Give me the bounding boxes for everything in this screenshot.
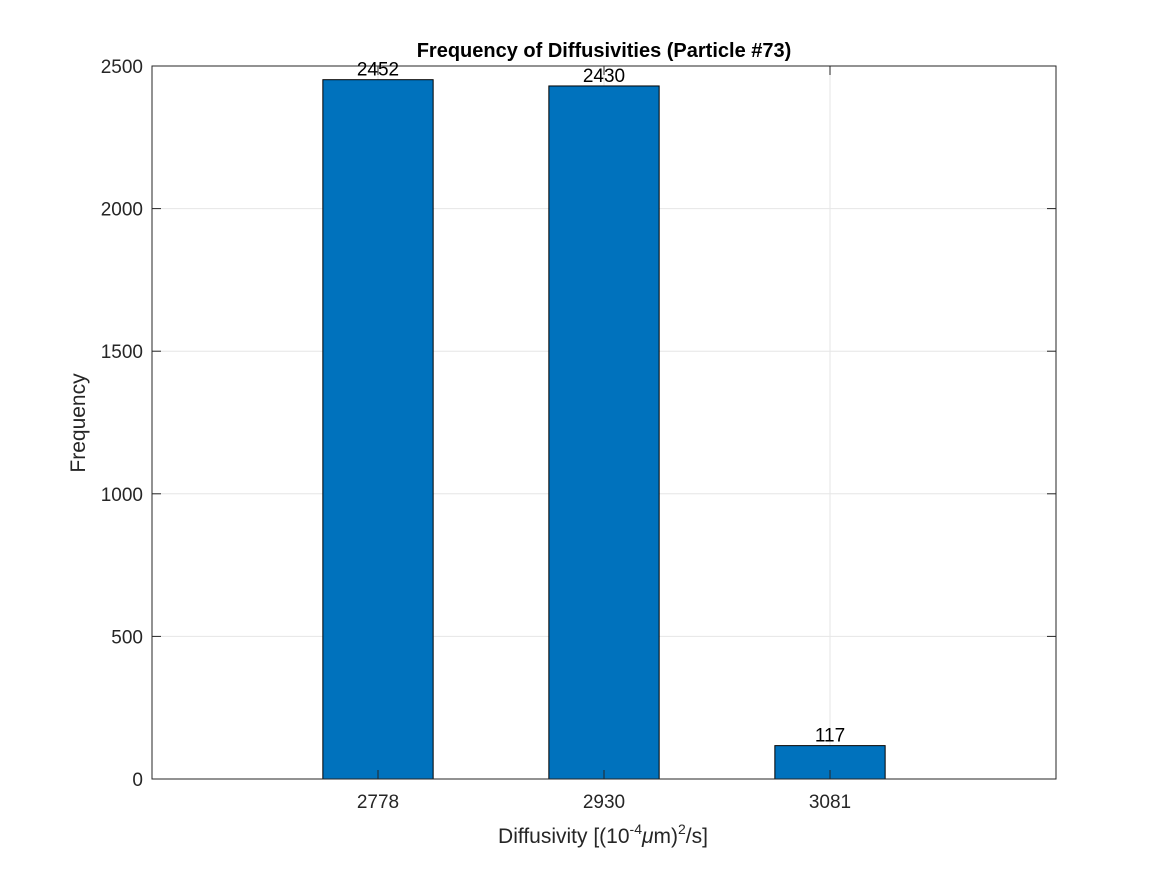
x-tick-label: 3081 xyxy=(809,792,851,813)
x-axis-label: Diffusivity [(10-4μm)2/s] xyxy=(498,821,708,848)
data-labels: 2452 2430 117 xyxy=(357,60,845,747)
y-ticks: 0 500 1000 1500 2000 2500 xyxy=(101,57,1056,791)
x-label-suffix: /s] xyxy=(686,825,708,848)
y-tick-label: 500 xyxy=(111,627,143,648)
x-label-prefix: Diffusivity [(10 xyxy=(498,825,630,848)
x-label-mu: μ xyxy=(641,825,654,848)
y-axis-label: Frequency xyxy=(67,373,90,473)
bar-data-label: 117 xyxy=(815,726,845,747)
bar-data-label: 2452 xyxy=(357,60,399,81)
bar xyxy=(322,79,434,780)
bar-data-label: 2430 xyxy=(583,66,625,87)
x-label-exp1: -4 xyxy=(630,821,643,837)
bar xyxy=(548,85,660,780)
x-tick-label: 2930 xyxy=(583,792,625,813)
x-ticks: 2778 2930 3081 xyxy=(357,66,851,813)
x-label-mid: m) xyxy=(654,825,679,848)
chart-title: Frequency of Diffusivities (Particle #73… xyxy=(417,40,792,62)
y-tick-label: 2000 xyxy=(101,200,143,221)
y-tick-label: 2500 xyxy=(101,57,143,78)
x-tick-label: 2778 xyxy=(357,792,399,813)
y-tick-label: 0 xyxy=(132,770,143,791)
y-tick-label: 1000 xyxy=(101,485,143,506)
x-label-exp2: 2 xyxy=(678,821,686,837)
y-tick-label: 1500 xyxy=(101,342,143,363)
